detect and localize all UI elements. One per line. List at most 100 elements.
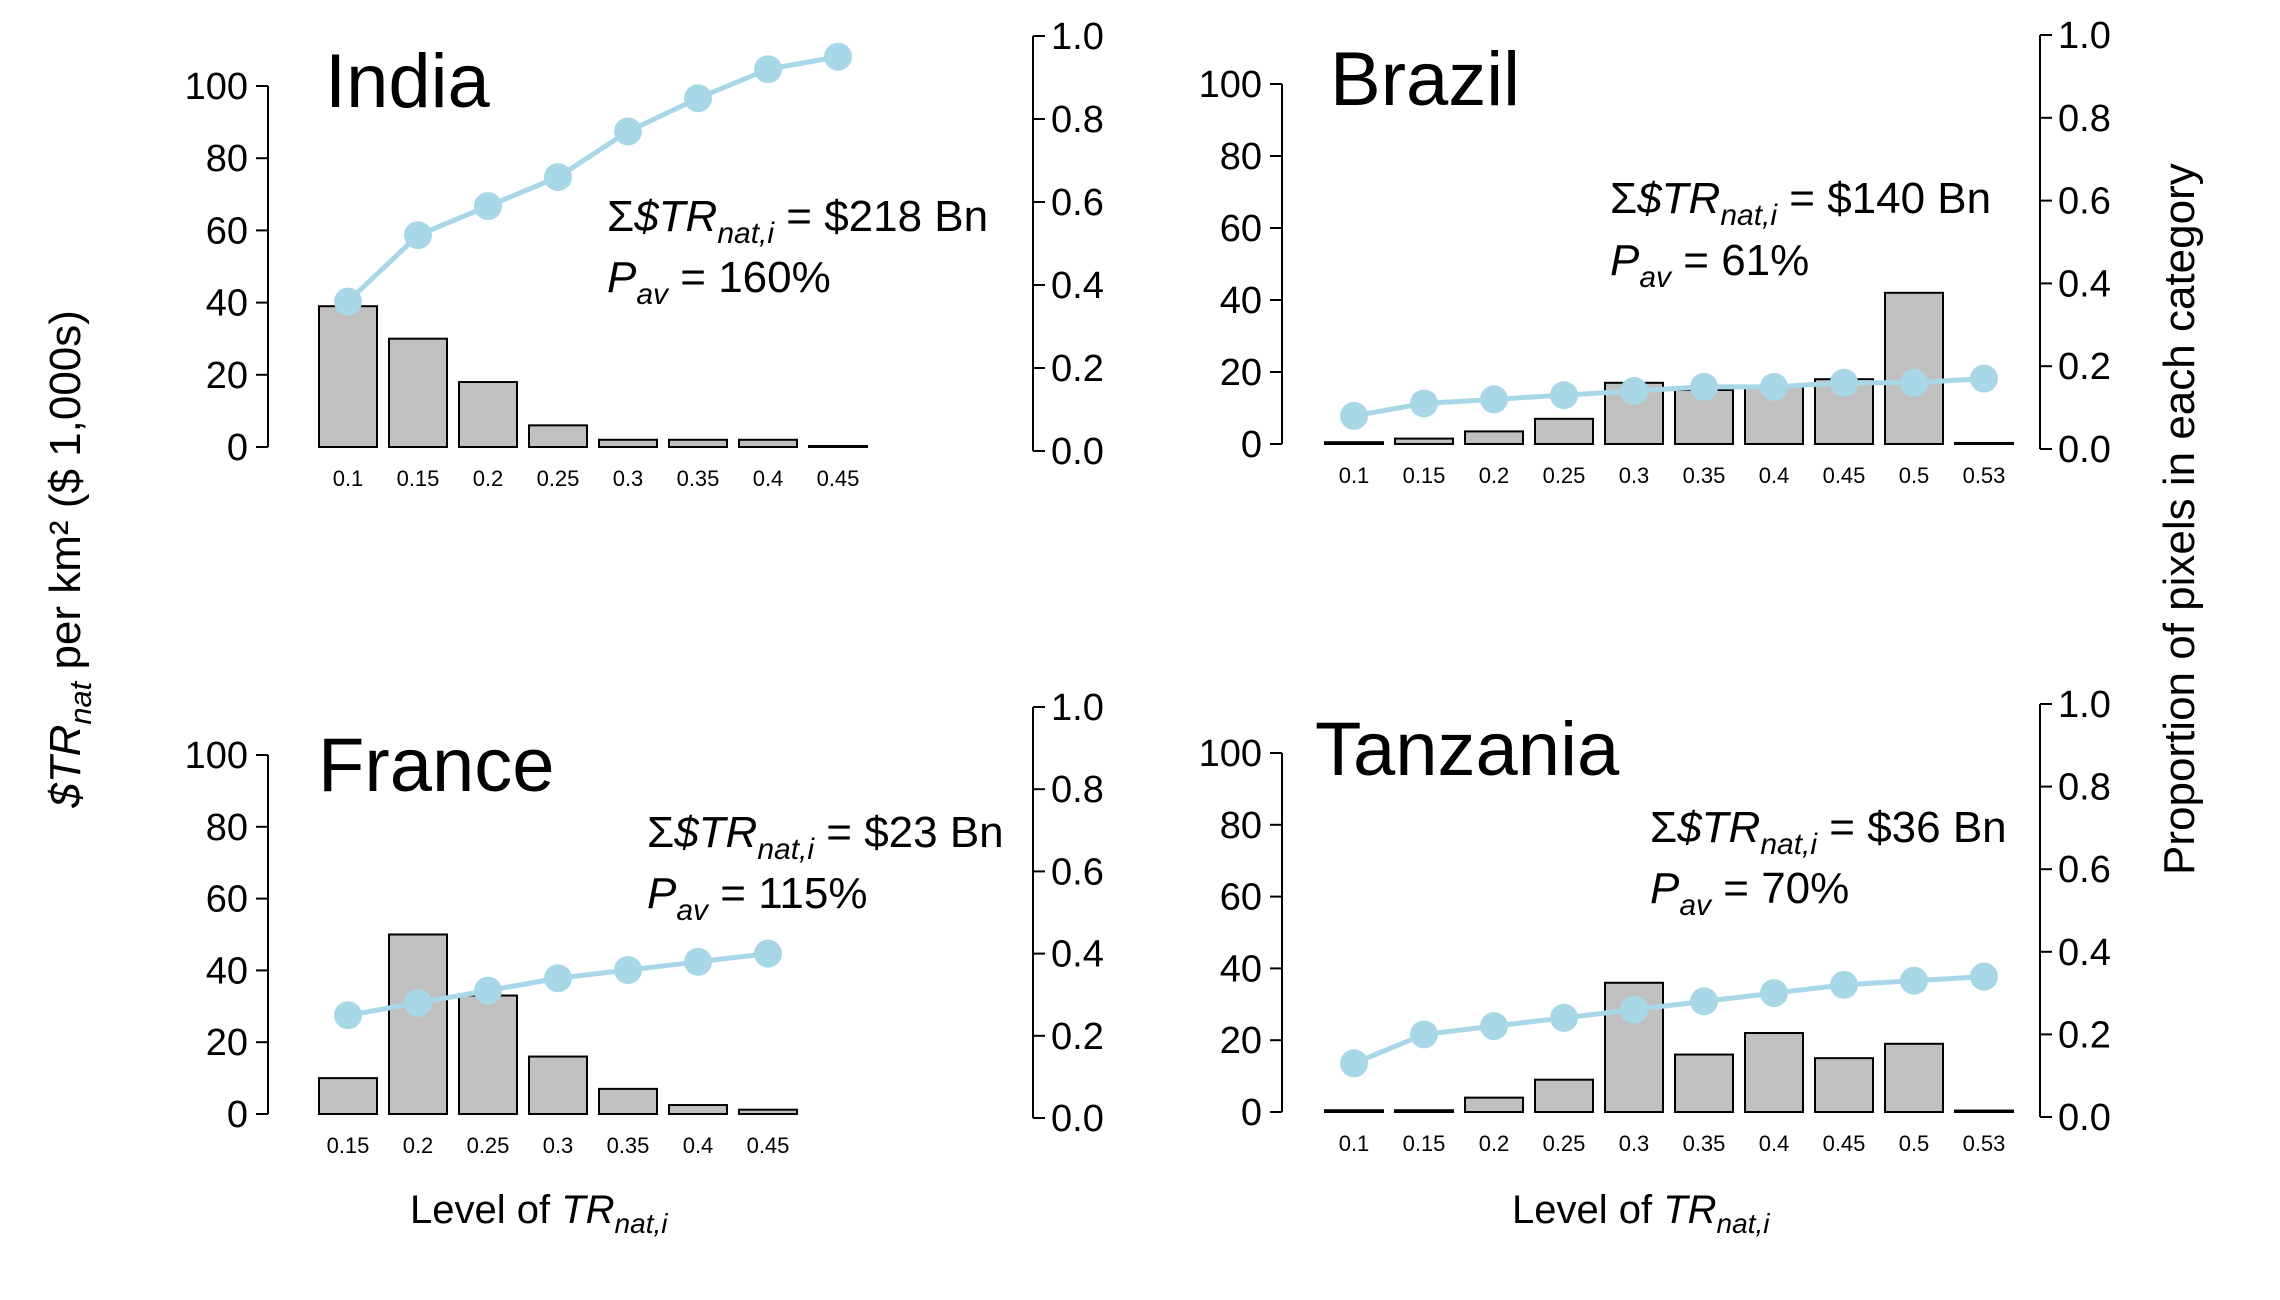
- left-tick-label: 80: [206, 807, 248, 849]
- proportion-point: [1690, 987, 1718, 1016]
- left-tick-label: 60: [206, 210, 248, 252]
- proportion-point: [334, 1001, 362, 1030]
- proportion-point: [754, 55, 782, 84]
- annotation-pav: Pav = 61%: [1610, 236, 1809, 294]
- proportion-point: [1340, 1049, 1368, 1078]
- x-tick-label: 0.1: [333, 466, 364, 491]
- panel-tanzania: 0 20 40 60 80 100 0.0 0.2 0.4 0.6 0.8 1.0 0.1 0.15 0.2…: [1199, 684, 2111, 1156]
- bar: [528, 424, 588, 448]
- left-tick-label: 80: [1220, 136, 1262, 178]
- proportion-point: [1620, 377, 1648, 406]
- proportion-line: [1353, 974, 1985, 1066]
- proportion-point: [1830, 970, 1858, 999]
- panel-title: France: [318, 723, 555, 808]
- panel-title: Brazil: [1330, 37, 1520, 122]
- right-tick-label: 0.8: [1051, 769, 1104, 811]
- bar: [1814, 1057, 1874, 1114]
- bar: [1534, 1078, 1594, 1113]
- proportion-point: [1620, 995, 1648, 1024]
- x-tick-label: 0.2: [1479, 463, 1510, 488]
- proportion-point: [474, 192, 502, 221]
- right-tick-label: 0.4: [1051, 934, 1104, 976]
- x-tick-label: 0.25: [1543, 1131, 1586, 1156]
- x-tick-label: 0.4: [683, 1133, 714, 1158]
- bar: [738, 1108, 798, 1116]
- right-tick-label: 0.8: [1051, 99, 1104, 141]
- left-tick-label: 0: [227, 1094, 248, 1136]
- bar: [668, 1104, 728, 1116]
- x-tick-label: 0.25: [1543, 463, 1586, 488]
- x-tick-label: 0.53: [1963, 463, 2006, 488]
- x-tick-label: 0.4: [753, 466, 784, 491]
- bar: [1324, 1109, 1384, 1113]
- right-tick-label: 0.0: [1051, 431, 1104, 473]
- bar: [1744, 1032, 1804, 1114]
- right-tick-label: 0.4: [2058, 932, 2111, 974]
- right-tick-label: 0.0: [2058, 429, 2111, 471]
- x-tick-label: 0.3: [1619, 463, 1650, 488]
- x-tick-label: 0.15: [327, 1133, 370, 1158]
- annotation-pav: Pav = 115%: [647, 869, 867, 927]
- bar: [738, 438, 798, 448]
- bar: [1534, 417, 1594, 445]
- left-tick-label: 20: [206, 355, 248, 397]
- proportion-point: [1480, 385, 1508, 414]
- left-tick-label: 100: [1199, 733, 1262, 775]
- x-tick-label: 0.3: [613, 466, 644, 491]
- x-axis-label-right: Level of TRnat,i: [1512, 1188, 1770, 1239]
- proportion-point: [1410, 389, 1438, 418]
- proportion-point: [614, 956, 642, 985]
- x-tick-label: 0.53: [1963, 1131, 2006, 1156]
- bar: [318, 1077, 378, 1115]
- bar: [318, 305, 378, 448]
- proportion-point: [544, 964, 572, 993]
- proportion-point: [684, 84, 712, 113]
- left-tick-label: 20: [1220, 352, 1262, 394]
- left-tick-label: 0: [227, 427, 248, 469]
- x-tick-label: 0.35: [677, 466, 720, 491]
- right-tick-label: 0.4: [2058, 263, 2111, 305]
- annotation-sum: Σ$TRnat,i = $23 Bn: [647, 808, 1004, 866]
- annotation-sum: Σ$TRnat,i = $218 Bn: [607, 192, 988, 250]
- proportion-point: [824, 42, 852, 71]
- x-tick-label: 0.35: [1683, 1131, 1726, 1156]
- proportion-point: [1900, 966, 1928, 995]
- x-tick-label: 0.3: [543, 1133, 574, 1158]
- proportion-point: [1480, 1012, 1508, 1041]
- bar: [1674, 1053, 1734, 1114]
- proportion-point: [1550, 381, 1578, 410]
- left-tick-label: 40: [206, 950, 248, 992]
- proportion-point: [754, 939, 782, 968]
- x-tick-label: 0.45: [817, 466, 860, 491]
- right-tick-label: 0.8: [2058, 98, 2111, 140]
- x-tick-label: 0.25: [537, 466, 580, 491]
- bar: [528, 1055, 588, 1116]
- proportion-point: [614, 117, 642, 146]
- left-tick-label: 80: [206, 138, 248, 180]
- x-tick-label: 0.4: [1759, 1131, 1790, 1156]
- x-tick-label: 0.35: [607, 1133, 650, 1158]
- right-axis-label: Proportion of pixels in each category: [2155, 163, 2204, 875]
- bar: [808, 445, 868, 448]
- left-tick-label: 60: [1220, 208, 1262, 250]
- left-tick-label: 0: [1241, 1092, 1262, 1134]
- panel-title: India: [325, 39, 491, 124]
- panel-france: 0 20 40 60 80 100 0.0 0.2 0.4 0.6 0.8 1.0 0.15 0.2 0.2…: [185, 687, 1104, 1158]
- bar: [1464, 1096, 1524, 1114]
- x-tick-label: 0.25: [467, 1133, 510, 1158]
- right-tick-label: 0.0: [2058, 1097, 2111, 1139]
- bar: [1884, 1042, 1944, 1114]
- x-tick-label: 0.15: [397, 466, 440, 491]
- x-tick-label: 0.35: [1683, 463, 1726, 488]
- left-tick-label: 100: [185, 735, 248, 777]
- x-tick-label: 0.3: [1619, 1131, 1650, 1156]
- x-tick-label: 0.45: [747, 1133, 790, 1158]
- right-tick-label: 1.0: [2058, 15, 2111, 57]
- proportion-point: [1690, 372, 1718, 401]
- proportion-point: [1900, 368, 1928, 397]
- bar: [1954, 1109, 2014, 1113]
- proportion-point: [1970, 962, 1998, 991]
- x-tick-label: 0.45: [1823, 1131, 1866, 1156]
- x-tick-label: 0.2: [403, 1133, 434, 1158]
